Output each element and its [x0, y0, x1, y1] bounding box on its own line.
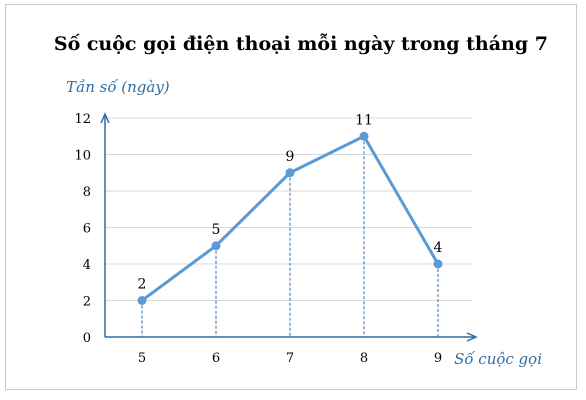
y-tick-label: 8 — [83, 185, 91, 200]
x-tick-label: 8 — [360, 351, 368, 366]
axes — [100, 112, 478, 342]
drop-lines — [141, 136, 439, 337]
x-axis-title: Số cuộc gọi — [454, 350, 542, 368]
x-tick-label: 7 — [286, 351, 294, 366]
y-tick-labels: 0 2 4 6 8 10 12 — [74, 112, 91, 346]
data-point-5 — [137, 296, 147, 305]
chart-title: Số cuộc gọi điện thoại mỗi ngày trong th… — [54, 33, 548, 55]
data-point-7 — [285, 168, 295, 178]
data-label-6: 5 — [212, 222, 221, 238]
x-tick-label: 9 — [434, 351, 442, 366]
y-tick-label: 4 — [83, 258, 91, 273]
x-axis-arrow — [466, 332, 478, 342]
y-axis-title: Tần số (ngày) — [66, 78, 170, 96]
y-tick-label: 0 — [83, 331, 91, 346]
data-label-9: 4 — [434, 240, 443, 256]
data-point-8 — [359, 131, 369, 141]
x-tick-label: 5 — [138, 351, 146, 366]
x-tick-label: 6 — [212, 351, 220, 366]
gridlines — [105, 117, 472, 301]
chart-frame — [5, 4, 577, 390]
y-tick-label: 6 — [83, 222, 91, 237]
data-point-6 — [211, 241, 221, 251]
data-point-9 — [433, 259, 443, 269]
data-label-8: 11 — [355, 112, 373, 128]
y-tick-label: 2 — [83, 295, 91, 310]
y-tick-label: 12 — [74, 112, 91, 127]
series-frequency — [137, 131, 443, 305]
data-label-7: 9 — [286, 149, 295, 165]
data-labels: 2 5 9 11 4 — [138, 112, 443, 292]
y-axis-arrow — [100, 112, 110, 124]
x-tick-labels: 5 6 7 8 9 — [138, 351, 442, 366]
y-tick-label: 10 — [74, 149, 91, 164]
data-label-5: 2 — [138, 277, 147, 293]
